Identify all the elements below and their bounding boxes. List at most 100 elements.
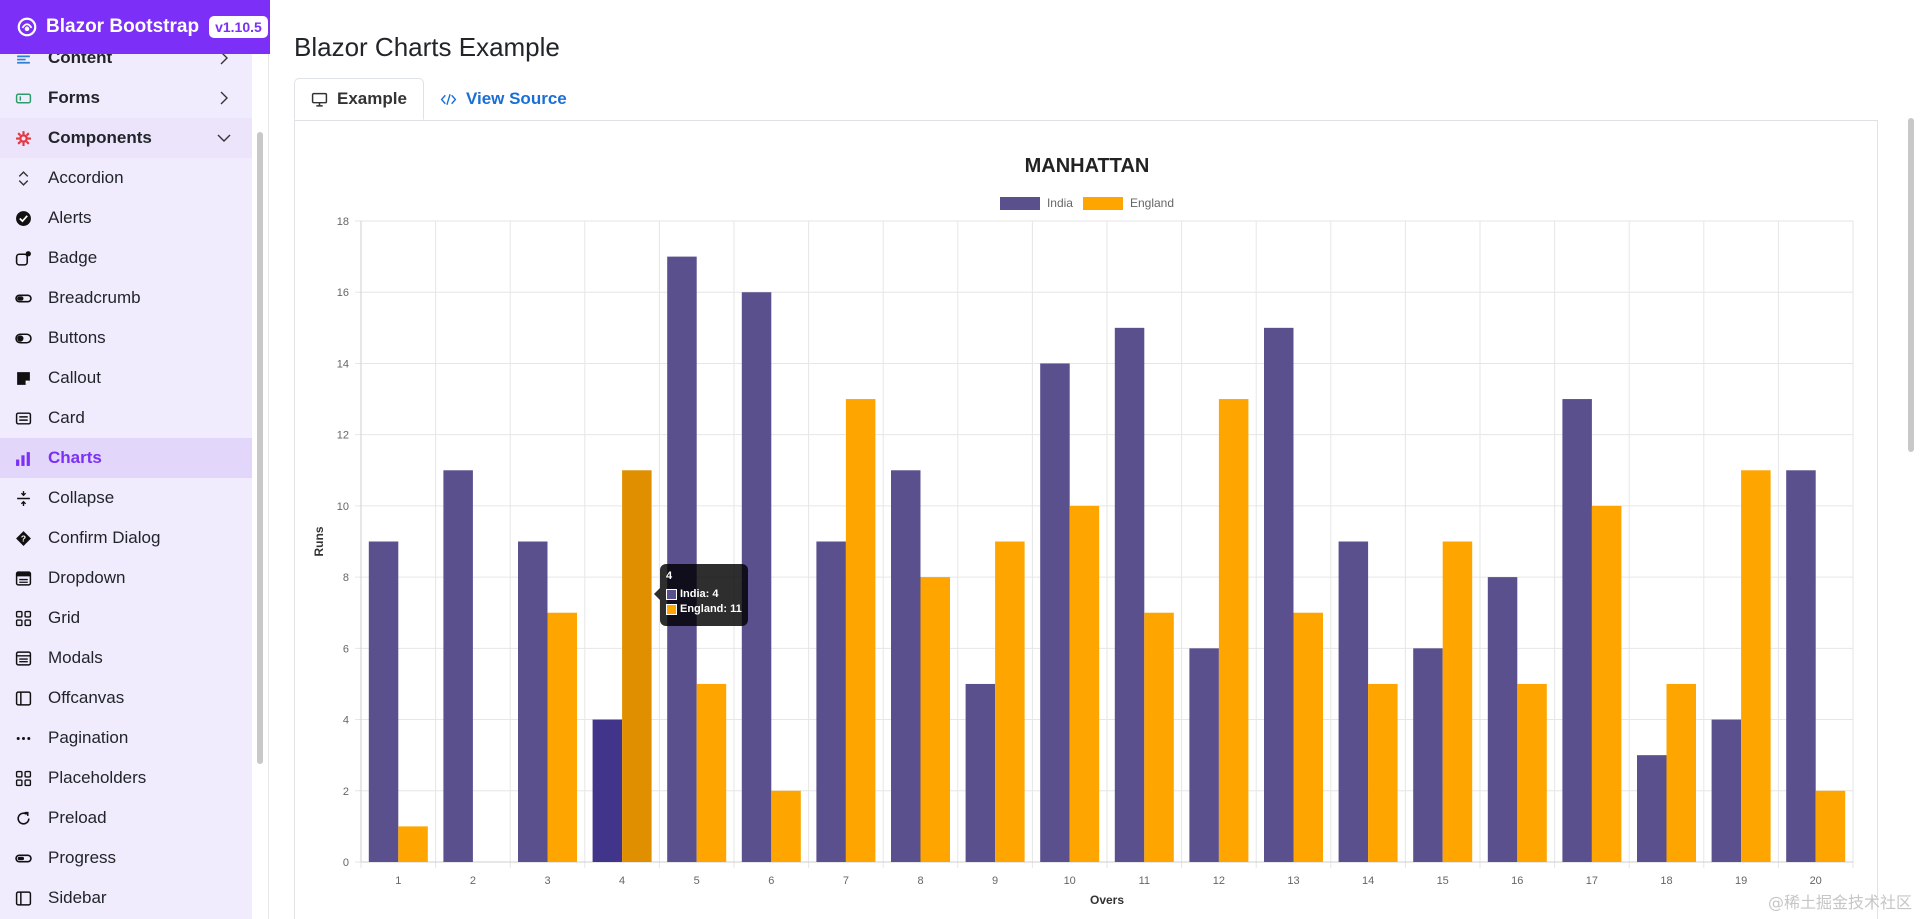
divider: [268, 0, 269, 919]
sidebar-item-components[interactable]: Components: [0, 118, 252, 158]
tooltip-text-england: England: 11: [680, 603, 742, 615]
tooltip-row-india: India: 4: [666, 588, 742, 600]
breadcrumb-icon: [15, 290, 32, 307]
y-tick-label: 0: [343, 857, 349, 869]
bar-england-12[interactable]: [1218, 399, 1249, 862]
page-scrollbar[interactable]: [1908, 118, 1914, 452]
bar-india-10[interactable]: [1040, 363, 1070, 862]
bar-india-3[interactable]: [518, 541, 548, 863]
sidebar-item-collapse[interactable]: Collapse: [0, 478, 252, 518]
bar-india-17[interactable]: [1562, 399, 1592, 862]
blazor-logo-icon: [14, 14, 40, 40]
sidebar-item-buttons[interactable]: Buttons: [0, 318, 252, 358]
x-tick-label: 10: [1064, 875, 1076, 887]
tooltip-row-england: England: 11: [666, 603, 742, 615]
sidebar-item-modals[interactable]: Modals: [0, 638, 252, 678]
bar-england-3[interactable]: [547, 612, 578, 862]
x-tick-label: 8: [917, 875, 923, 887]
sidebar-item-dropdown[interactable]: Dropdown: [0, 558, 252, 598]
sidebar-item-pagination[interactable]: Pagination: [0, 718, 252, 758]
sidebar-item-label: Buttons: [48, 328, 106, 347]
tab-example[interactable]: Example: [294, 78, 424, 120]
bar-india-11[interactable]: [1114, 327, 1145, 862]
accordion-icon: [15, 170, 32, 187]
bar-india-7[interactable]: [816, 541, 846, 863]
legend-item-india[interactable]: India: [999, 196, 1073, 210]
bar-india-12[interactable]: [1189, 648, 1219, 862]
bar-india-13[interactable]: [1264, 327, 1294, 862]
bar-england-1[interactable]: [398, 826, 428, 862]
bar-india-15[interactable]: [1413, 648, 1443, 862]
code-icon: [440, 93, 457, 105]
y-tick-label: 12: [337, 430, 349, 442]
bar-england-13[interactable]: [1293, 612, 1324, 862]
y-tick-label: 4: [343, 715, 349, 727]
sidebar-item-callout[interactable]: Callout: [0, 358, 252, 398]
sidebar-layout-icon: [15, 890, 32, 907]
sidebar-item-breadcrumb[interactable]: Breadcrumb: [0, 278, 252, 318]
bar-england-10[interactable]: [1069, 505, 1100, 862]
bar-england-16[interactable]: [1517, 683, 1547, 862]
sidebar-item-offcanvas[interactable]: Offcanvas: [0, 678, 252, 718]
bar-england-8[interactable]: [920, 577, 951, 862]
bar-england-18[interactable]: [1666, 683, 1697, 862]
bar-india-4[interactable]: [592, 719, 623, 862]
sidebar-item-progress[interactable]: Progress: [0, 838, 252, 878]
bar-england-9[interactable]: [995, 541, 1025, 863]
chevron-down-icon[interactable]: [216, 130, 232, 146]
sidebar-item-forms[interactable]: Forms: [0, 78, 252, 118]
x-tick-label: 1: [395, 875, 401, 887]
bar-india-2[interactable]: [443, 470, 473, 862]
bar-england-17[interactable]: [1591, 505, 1622, 862]
sidebar-scrollbar[interactable]: [257, 132, 263, 764]
monitor-icon: [311, 92, 328, 107]
bar-india-19[interactable]: [1711, 719, 1742, 862]
brand-header[interactable]: Blazor Bootstrap v1.10.5: [0, 0, 270, 54]
sidebar-item-grid[interactable]: Grid: [0, 598, 252, 638]
x-tick-label: 3: [544, 875, 550, 887]
grid-icon: [15, 770, 32, 787]
x-tick-label: 9: [992, 875, 998, 887]
sidebar-item-accordion[interactable]: Accordion: [0, 158, 252, 198]
x-tick-label: 18: [1660, 875, 1672, 887]
bar-england-14[interactable]: [1368, 683, 1398, 862]
bar-england-11[interactable]: [1144, 612, 1174, 862]
x-tick-label: 2: [470, 875, 476, 887]
bar-india-5[interactable]: [667, 256, 697, 863]
legend-item-england[interactable]: England: [1082, 196, 1174, 210]
tooltip-title: 4: [666, 570, 673, 582]
collapse-icon: [15, 490, 32, 507]
chevron-right-icon[interactable]: [216, 90, 232, 106]
tab-view-source[interactable]: View Source: [424, 78, 583, 120]
bar-england-5[interactable]: [696, 683, 727, 862]
chevron-right-icon[interactable]: [216, 50, 232, 66]
sidebar-item-charts[interactable]: Charts: [0, 438, 252, 478]
version-badge: v1.10.5: [209, 16, 268, 38]
bar-india-20[interactable]: [1786, 470, 1816, 862]
sidebar-item-placeholders[interactable]: Placeholders: [0, 758, 252, 798]
sidebar-item-card[interactable]: Card: [0, 398, 252, 438]
sidebar-item-sidebar[interactable]: Sidebar: [0, 878, 252, 918]
sidebar-item-badge[interactable]: Badge: [0, 238, 252, 278]
bar-england-19[interactable]: [1741, 470, 1771, 862]
sidebar-item-label: Sidebar: [48, 888, 107, 907]
bar-india-1[interactable]: [368, 541, 399, 863]
sidebar-item-preload[interactable]: Preload: [0, 798, 252, 838]
bar-england-6[interactable]: [771, 790, 801, 862]
bar-india-18[interactable]: [1637, 755, 1667, 862]
bar-england-15[interactable]: [1442, 541, 1473, 863]
bar-india-14[interactable]: [1338, 541, 1369, 863]
bar-india-9[interactable]: [965, 683, 996, 862]
bar-england-20[interactable]: [1815, 790, 1846, 862]
bar-england-7[interactable]: [845, 399, 876, 862]
card-icon: [15, 410, 32, 427]
toggle-icon: [15, 330, 32, 347]
bar-india-16[interactable]: [1487, 577, 1518, 862]
bar-india-8[interactable]: [891, 470, 921, 862]
sidebar-item-label: Components: [48, 128, 152, 147]
sidebar-item-confirm-dialog[interactable]: ? Confirm Dialog: [0, 518, 252, 558]
sidebar-item-label: Charts: [48, 448, 102, 467]
bar-england-4[interactable]: [622, 470, 652, 862]
sidebar-item-alerts[interactable]: Alerts: [0, 198, 252, 238]
